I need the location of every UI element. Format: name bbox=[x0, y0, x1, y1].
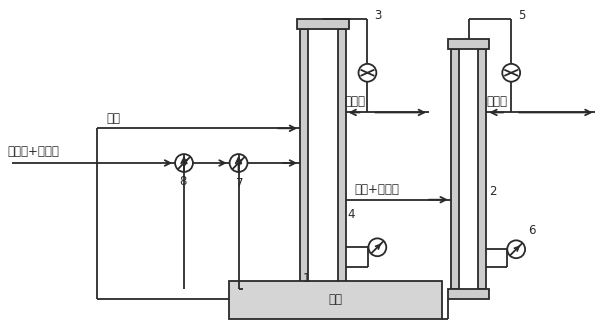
Text: 7: 7 bbox=[236, 177, 243, 190]
Bar bbox=[451, 49, 458, 289]
Text: 溶剤: 溶剤 bbox=[328, 293, 342, 306]
Text: 4: 4 bbox=[348, 208, 355, 220]
Text: 1: 1 bbox=[303, 272, 310, 285]
Text: 5: 5 bbox=[518, 9, 525, 22]
Text: 环戊烷: 环戊烷 bbox=[486, 95, 507, 109]
Bar bbox=[297, 19, 349, 29]
Text: 8: 8 bbox=[179, 175, 187, 188]
Bar bbox=[478, 49, 486, 289]
Bar bbox=[448, 39, 489, 49]
Bar bbox=[229, 281, 442, 319]
Bar bbox=[338, 29, 345, 289]
Text: 3: 3 bbox=[374, 9, 382, 22]
Text: 6: 6 bbox=[528, 224, 536, 237]
Text: 2: 2 bbox=[489, 185, 497, 198]
Text: 溶剤+环戊烷: 溶剤+环戊烷 bbox=[355, 183, 399, 196]
Bar bbox=[300, 29, 308, 289]
Bar bbox=[448, 289, 489, 299]
Text: 溶剤: 溶剤 bbox=[107, 113, 121, 125]
Bar bbox=[297, 289, 349, 299]
Text: 新己烷+环戊烷: 新己烷+环戊烷 bbox=[7, 145, 59, 158]
Text: 新己烷: 新己烷 bbox=[345, 95, 365, 109]
